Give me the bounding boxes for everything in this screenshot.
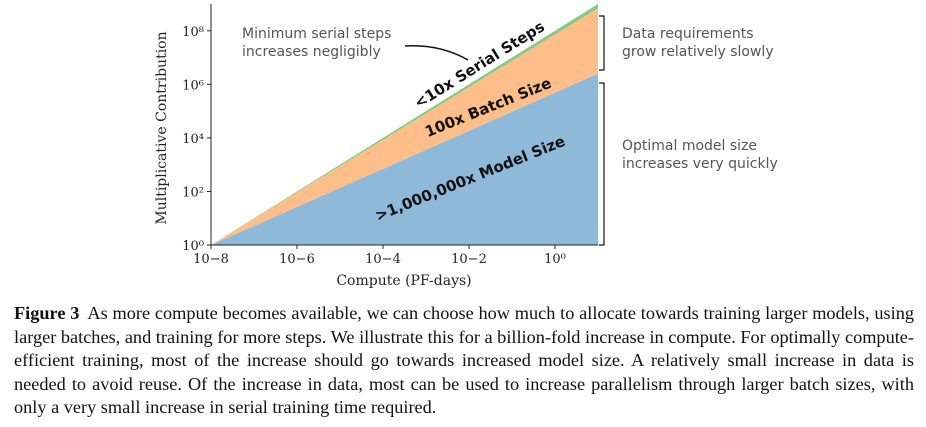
y-tick-label: 10⁰ <box>182 239 204 254</box>
annotation-serial-line-2: increases negligibly <box>242 44 381 60</box>
annotation-model-line-2: increases very quickly <box>622 156 778 172</box>
x-tick-label: 10−6 <box>279 252 315 267</box>
figure-caption: Figure 3 As more compute becomes availabl… <box>14 302 914 420</box>
x-tick-label: 10⁰ <box>544 252 566 267</box>
area-series-0 <box>211 73 598 245</box>
area-series-2 <box>211 4 598 245</box>
y-tick-label: 10² <box>182 185 204 200</box>
annotation-data-line-1: Data requirements <box>622 26 754 42</box>
compute-allocation-chart: 10−8 10−6 10−4 10−2 10⁰ 10⁰ 10² 10⁴ 10⁶ 10⁸ Comp… <box>154 4 778 289</box>
annotation-model-line-1: Optimal model size <box>622 138 757 154</box>
annotation-arrow <box>404 45 469 61</box>
figure-3: 10−8 10−6 10−4 10−2 10⁰ 10⁰ 10² 10⁴ 10⁶ 10⁸ Comp… <box>154 4 778 289</box>
caption-text: As more compute becomes available, we ca… <box>14 303 914 417</box>
y-tick-label: 10⁴ <box>182 132 204 147</box>
caption-label: Figure 3 <box>14 303 80 323</box>
y-tick-label: 10⁸ <box>182 25 204 40</box>
y-axis-label: Multiplicative Contribution <box>154 31 170 224</box>
annotation-data-line-2: grow relatively slowly <box>622 44 774 60</box>
x-tick-label: 10−2 <box>451 252 487 267</box>
x-tick-label: 10−8 <box>193 252 229 267</box>
annotation-serial-line-1: Minimum serial steps <box>242 26 391 42</box>
brace-data-requirements <box>599 15 605 71</box>
y-tick-label: 10⁶ <box>182 78 204 93</box>
brace-model-size <box>599 82 605 246</box>
x-tick-label: 10−4 <box>365 252 401 267</box>
x-axis-label: Compute (PF-days) <box>336 273 471 289</box>
